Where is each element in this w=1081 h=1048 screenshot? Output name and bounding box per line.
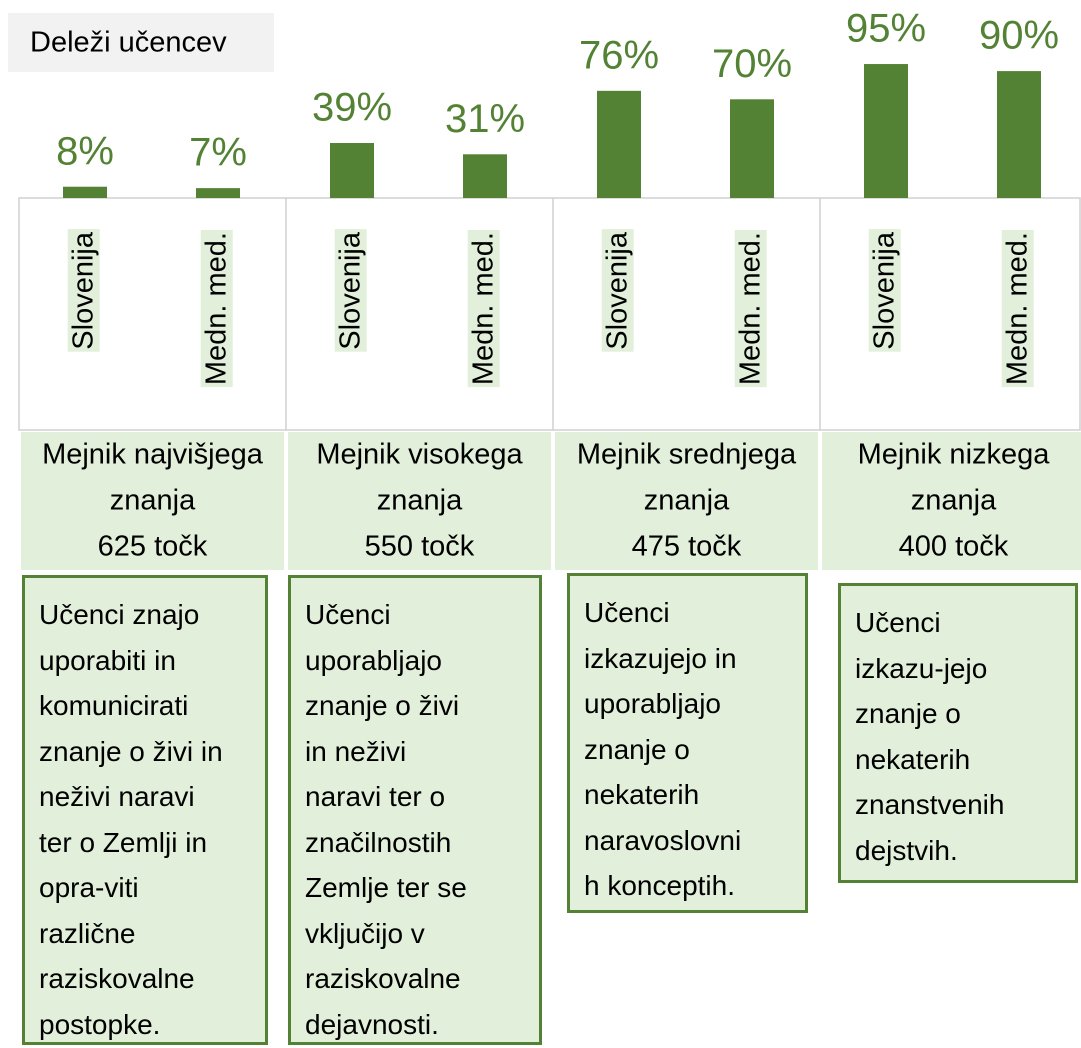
description-line: Učenci (855, 607, 941, 638)
description-line: komunicirati (39, 690, 189, 721)
description-line: opra-viti (39, 872, 139, 903)
description-line: Zemlje ter se (305, 872, 467, 903)
description-box: Učenci znajo uporabiti in komunicirati znan… (22, 575, 268, 1045)
description-line: h konceptih. (584, 870, 735, 901)
description-line: dejstvih. (855, 834, 958, 866)
group-label: znanja (644, 485, 730, 517)
description-line: dejavnosti. (305, 1008, 439, 1040)
category-label-background (734, 230, 767, 388)
description-line: nekaterih (584, 779, 700, 810)
category-label-background (67, 229, 100, 352)
description-line: značilnostih (305, 826, 452, 858)
x-tick-label: Medn. med. (735, 232, 767, 385)
group-label: znanja (911, 485, 997, 517)
description-line: Učenci (584, 597, 670, 628)
description-line: Učenci znajo (39, 599, 200, 630)
group-label: Mejnik najvišjega (42, 439, 264, 471)
group-label: 550 točk (365, 531, 475, 563)
description-line: naravi ter o (305, 781, 446, 812)
description-line: znanje o živi (305, 690, 460, 721)
group-label-background (822, 432, 1081, 570)
group-label: Mejnik nizkega (858, 439, 1051, 471)
x-tick-label: Medn. med. (1002, 232, 1034, 385)
description-line: uporabljajo (305, 644, 442, 676)
description-line: in neživi (305, 735, 407, 767)
description-line: Učenci (305, 599, 391, 630)
x-tick-label: Medn. med. (468, 232, 500, 385)
x-tick-label: Slovenija (335, 231, 367, 350)
description-line: naravoslovni (584, 824, 742, 856)
group-label: 400 točk (899, 531, 1009, 563)
description-box: Učenci izkazujejo in uporabljajo znanje o ne… (567, 573, 808, 913)
group-label: znanja (110, 485, 196, 517)
bar (730, 99, 774, 198)
category-label-background (334, 229, 367, 352)
x-tick-label: Slovenija (869, 231, 901, 350)
bar (463, 154, 507, 198)
description-line: nekaterih (855, 743, 971, 775)
x-tick-label: Medn. med. (201, 232, 233, 385)
title-background (8, 13, 274, 72)
value-label: 90% (979, 14, 1059, 58)
category-label-background (200, 230, 233, 388)
chart-title: Deleži učencev (30, 27, 227, 59)
group-label: Mejnik visokega (316, 439, 523, 471)
value-label: 8% (56, 129, 114, 173)
bar (597, 90, 641, 198)
group-label-background (555, 432, 818, 570)
group-label: znanja (377, 485, 463, 517)
category-label-background (601, 229, 634, 352)
x-tick-label: Slovenija (602, 231, 634, 350)
description-line: znanje o živi in (39, 735, 223, 767)
description-line: raziskovalne (305, 963, 461, 994)
bar (63, 186, 107, 198)
description-line: znanstvenih (855, 789, 1005, 820)
value-label: 7% (189, 131, 247, 175)
value-label: 95% (846, 7, 926, 51)
description-line: ter o Zemlji in (39, 826, 208, 858)
group-label-background (21, 432, 284, 570)
description-line: izkazu-jejo (855, 652, 988, 684)
description-line: izkazujejo in (584, 642, 737, 674)
group-label: Mejnik srednjega (577, 439, 797, 471)
bar (196, 188, 240, 198)
category-frame (18, 197, 1081, 431)
x-tick-label: Slovenija (68, 231, 100, 350)
description-line: uporabiti in (39, 644, 176, 676)
category-label-background (467, 230, 500, 388)
description-line: različne (39, 917, 136, 949)
description-line: znanje o (855, 698, 961, 729)
group-label: 625 točk (98, 531, 208, 563)
category-label-background (868, 229, 901, 352)
group-label: 475 točk (632, 531, 742, 563)
value-label: 31% (445, 97, 525, 141)
value-label: 76% (579, 33, 659, 77)
description-box: Učenci izkazu-jejo znanje o nekaterih znanst… (838, 583, 1078, 883)
value-label: 70% (712, 42, 792, 86)
description-box: Učenci uporabljajo znanje o živi in neživi n… (288, 575, 542, 1045)
value-label: 39% (312, 86, 392, 130)
description-line: raziskovalne (39, 963, 195, 994)
bar (864, 64, 908, 198)
chart: Deleži učencev Mejnik najvišjega znanja 62… (8, 7, 1081, 570)
description-line: znanje o (584, 733, 690, 765)
group-label-background (288, 432, 551, 570)
description-line: postopke. (39, 1008, 161, 1040)
description-line: vključijo v (305, 917, 425, 949)
description-line: uporabljajo (584, 688, 721, 719)
bar (997, 71, 1041, 198)
description-line: neživi naravi (39, 781, 195, 812)
category-label-background (1001, 230, 1034, 388)
bar (330, 143, 374, 198)
